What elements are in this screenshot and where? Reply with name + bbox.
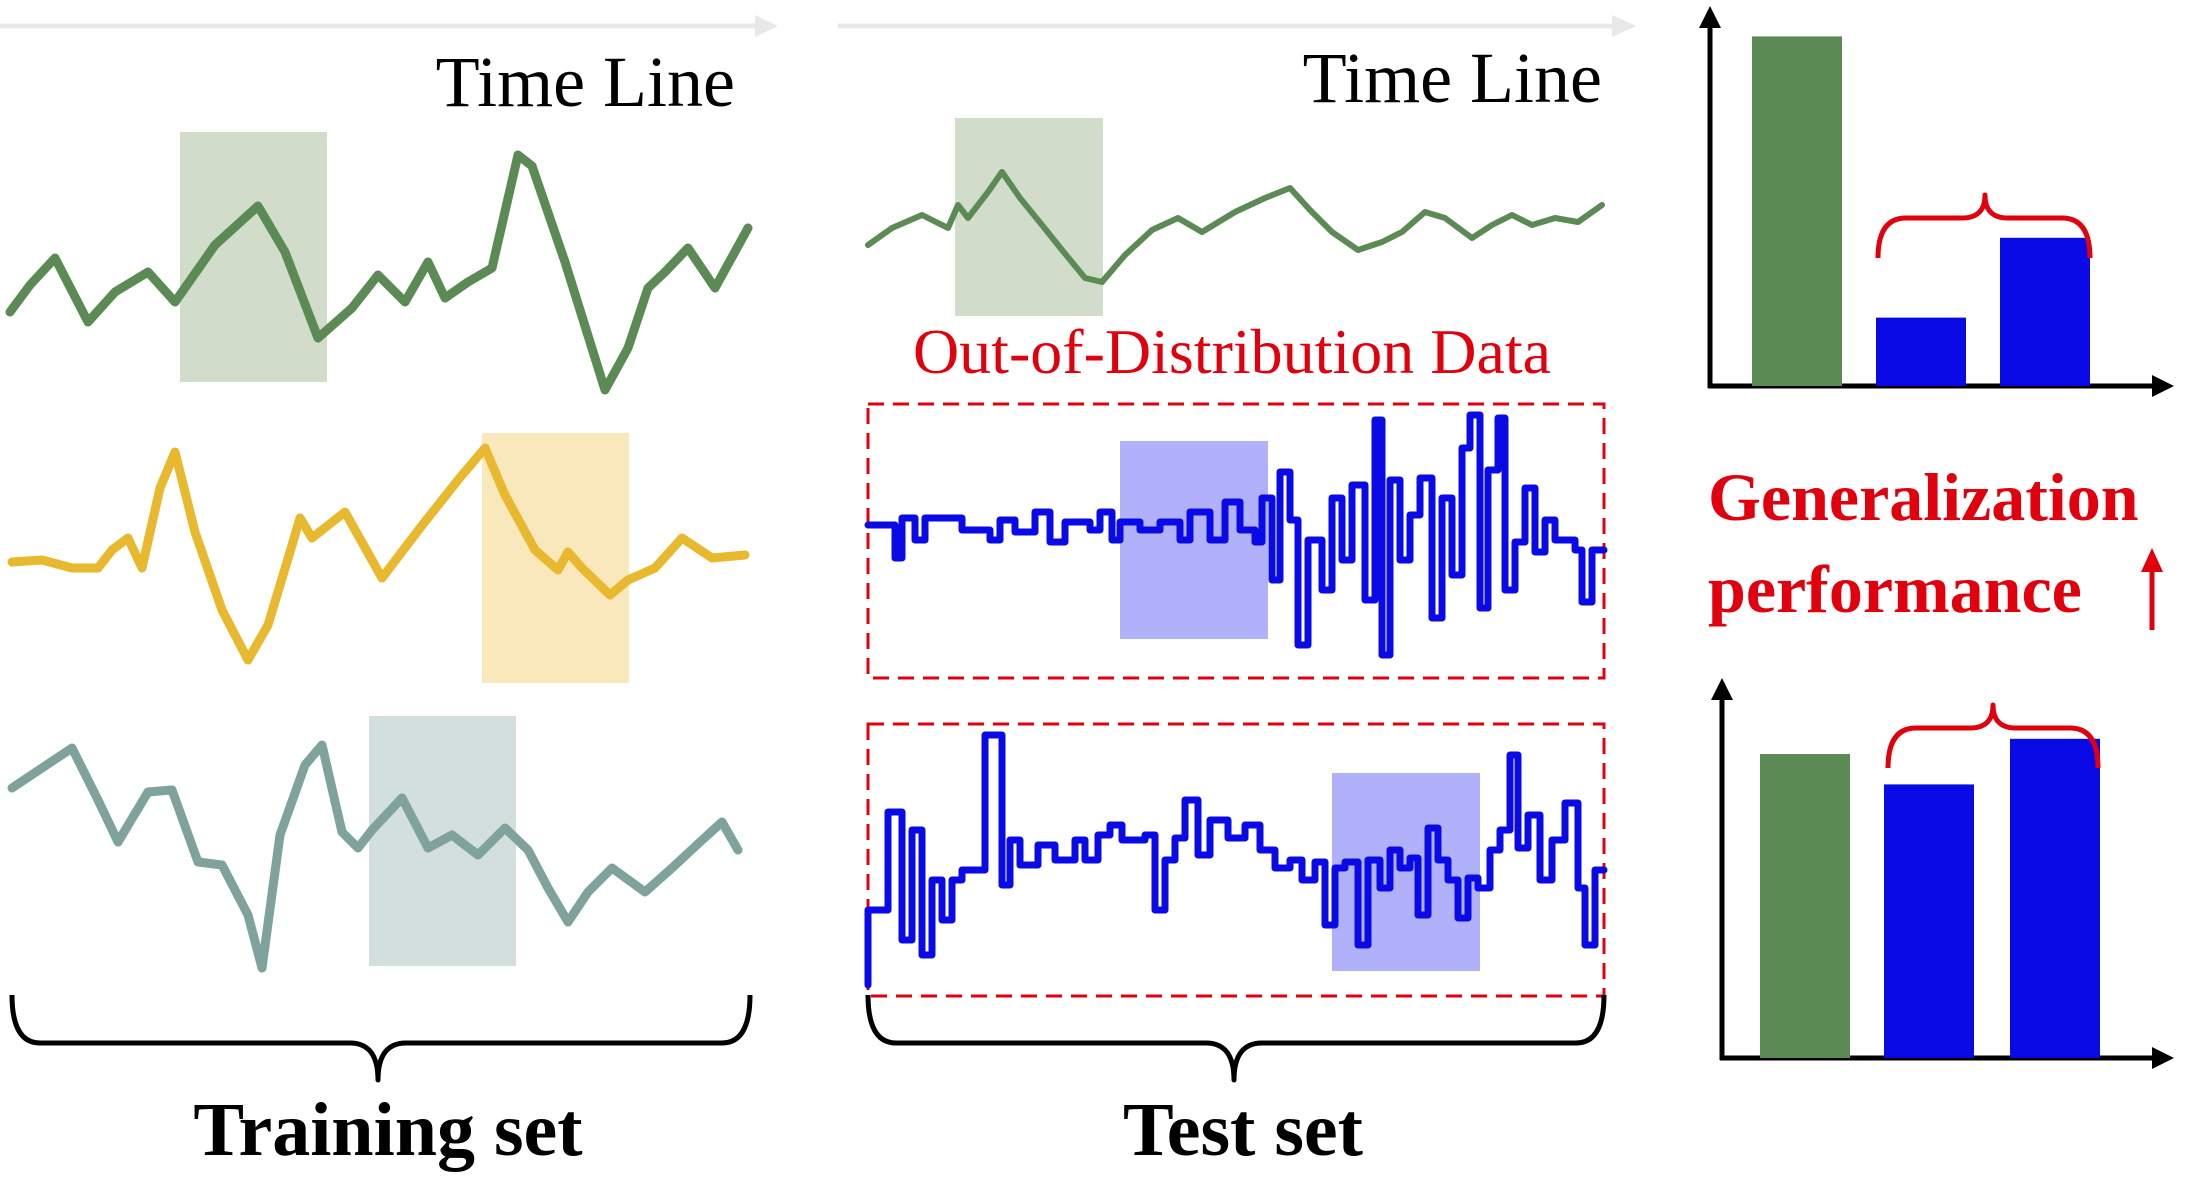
test-series-green xyxy=(865,169,1605,285)
training-window-yellow xyxy=(482,433,629,683)
test-timeline-label: Time Line xyxy=(1303,38,1602,118)
training-series-yellow xyxy=(7,443,750,665)
ood-box-1 xyxy=(866,402,1606,680)
test-panel: Time Line Out-of-Distribution Data Test … xyxy=(838,15,1636,1172)
chart-2-y-arrowhead xyxy=(1711,678,1733,700)
up-arrow-icon xyxy=(2141,548,2163,630)
test-series-blue-1 xyxy=(864,411,1608,659)
training-series-green xyxy=(5,150,753,395)
chart-2-brace xyxy=(1885,702,2101,769)
ood-label: Out-of-Distribution Data xyxy=(913,316,1551,387)
test-window-blue-1 xyxy=(1120,441,1268,639)
test-timeline-arrowhead xyxy=(1612,15,1636,37)
ood-box-2 xyxy=(866,722,1606,998)
generalization-label-line2: performance xyxy=(1708,551,2082,627)
chart-1-y-arrowhead xyxy=(1699,6,1721,28)
training-series-teal xyxy=(7,740,743,973)
training-timeline-label: Time Line xyxy=(436,42,735,122)
chart-1-bar-2 xyxy=(1876,317,1966,386)
test-window-green xyxy=(955,118,1103,316)
chart-2-bars xyxy=(1760,738,2100,1058)
training-panel: Time Line Training set xyxy=(0,15,778,1172)
test-window-blue-2 xyxy=(1332,773,1480,971)
chart-1-x-arrowhead xyxy=(2152,375,2174,397)
test-set-label: Test set xyxy=(1123,1088,1363,1172)
test-set-bracket xyxy=(865,994,1607,1083)
chart-1-bars xyxy=(1752,36,2090,387)
chart-2-bar-2 xyxy=(1884,784,1974,1058)
chart-2-x-arrowhead xyxy=(2152,1047,2174,1069)
chart-1-bar-1 xyxy=(1752,36,1842,387)
training-timeline-arrowhead xyxy=(755,15,778,37)
chart-2-bar-1 xyxy=(1760,754,1850,1058)
test-series-blue-2 xyxy=(864,731,1608,989)
chart-1-brace xyxy=(1875,192,2093,259)
generalization-label-line1: Generalization xyxy=(1708,459,2139,535)
chart-1-bar-3 xyxy=(2000,237,2090,386)
chart-panel: Generalization performance xyxy=(1699,6,2174,1069)
training-set-bracket xyxy=(9,994,753,1083)
chart-2-bar-3 xyxy=(2010,738,2100,1058)
training-set-label: Training set xyxy=(193,1088,582,1172)
